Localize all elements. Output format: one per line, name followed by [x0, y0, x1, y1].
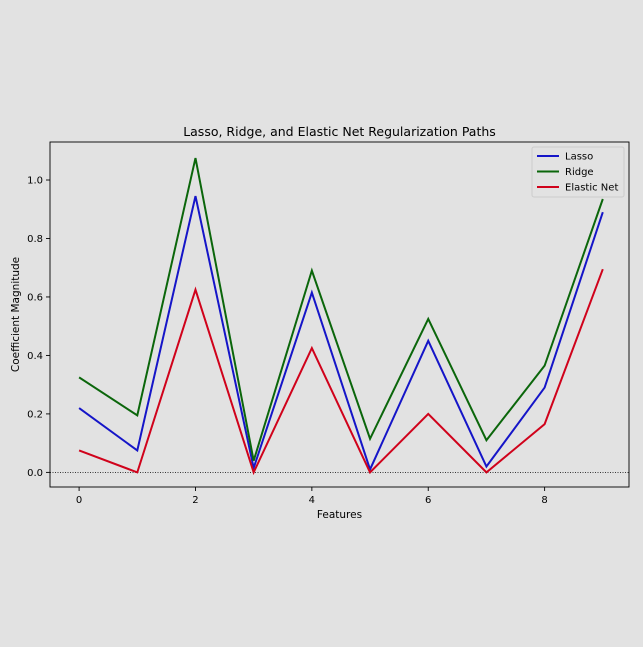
x-tick-label: 2 [192, 495, 198, 506]
legend: Lasso Ridge Elastic Net [531, 146, 625, 198]
series-line-elastic-net [78, 268, 604, 476]
chart-title: Lasso, Ridge, and Elastic Net Regulariza… [183, 124, 496, 139]
legend-label: Elastic Net [565, 183, 618, 194]
x-tick-label: 6 [425, 495, 431, 506]
y-tick-label: 0.8 [27, 234, 43, 245]
x-tick-label: 8 [541, 495, 547, 506]
y-axis-label: Coefficient Magnitude [10, 257, 22, 372]
legend-label: Ridge [565, 167, 594, 178]
series-line-lasso [78, 195, 604, 473]
plot-area [50, 142, 629, 487]
legend-label: Lasso [565, 152, 593, 163]
y-tick-label: 1.0 [27, 176, 43, 187]
legend-box [531, 146, 625, 198]
x-axis-label: Features [317, 509, 362, 521]
x-tick-label: 0 [76, 495, 82, 506]
y-tick-label: 0.6 [27, 292, 43, 303]
y-tick-label: 0.4 [27, 351, 43, 362]
x-tick-label: 4 [309, 495, 315, 506]
y-tick-label: 0.0 [27, 468, 43, 479]
series-line-ridge [78, 157, 604, 461]
plot-frame [49, 141, 630, 488]
y-tick-label: 0.2 [27, 409, 43, 420]
